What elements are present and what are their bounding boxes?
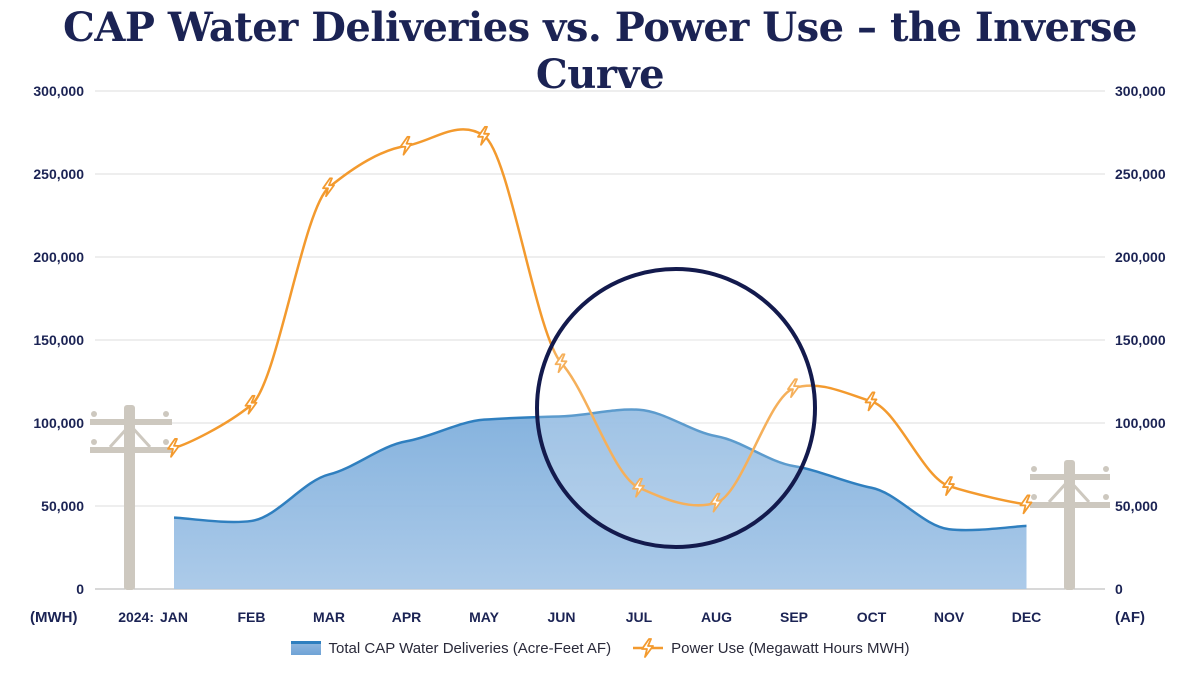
power-point-bolt-icon <box>477 125 490 146</box>
y-tick-right: 200,000 <box>1115 249 1166 265</box>
x-tick-label: MAY <box>469 609 499 625</box>
chart-title: CAP Water Deliveries vs. Power Use – the… <box>63 4 1137 98</box>
x-tick-label: SEP <box>780 609 808 625</box>
left-axis-unit-label: (MWH) <box>30 609 77 626</box>
y-tick-right: 50,000 <box>1115 498 1158 514</box>
y-tick-right: 300,000 <box>1115 83 1166 99</box>
x-tick-label: JAN <box>160 609 188 625</box>
water-swatch-icon <box>290 641 321 655</box>
y-tick-left: 300,000 <box>33 83 84 99</box>
power-point-bolt-icon <box>864 391 878 412</box>
legend: Total CAP Water Deliveries (Acre-Feet AF… <box>0 638 1200 658</box>
x-year-prefix: 2024: <box>118 609 154 625</box>
legend-water-label: Total CAP Water Deliveries (Acre-Feet AF… <box>328 639 612 657</box>
y-tick-right: 250,000 <box>1115 166 1166 182</box>
x-tick-label: APR <box>392 609 422 625</box>
right-axis-unit-label: (AF) <box>1115 609 1145 626</box>
power-series <box>167 125 1033 515</box>
y-tick-left: 200,000 <box>33 249 84 265</box>
y-tick-right: 0 <box>1115 581 1123 597</box>
x-tick-label: OCT <box>857 609 887 625</box>
y-tick-left: 150,000 <box>33 332 84 348</box>
x-tick-label: JUN <box>547 609 575 625</box>
water-area-line <box>173 408 1027 532</box>
x-tick-label: NOV <box>934 609 965 625</box>
power-pole-left-icon <box>90 405 172 590</box>
water-area-fill <box>174 409 1027 589</box>
x-tick-label: FEB <box>238 609 266 625</box>
y-tick-left: 50,000 <box>41 498 84 514</box>
legend-item-power[interactable]: Power Use (Megawatt Hours MWH) <box>633 638 909 658</box>
y-tick-left: 100,000 <box>33 415 84 431</box>
power-point-bolt-icon <box>1019 494 1033 515</box>
x-tick-label: MAR <box>313 609 345 625</box>
power-pole-right-icon <box>1030 460 1110 590</box>
y-tick-left: 0 <box>76 581 84 597</box>
y-tick-right: 150,000 <box>1115 332 1166 348</box>
legend-power-label: Power Use (Megawatt Hours MWH) <box>671 639 910 657</box>
x-tick-label: DEC <box>1012 609 1042 625</box>
y-tick-right: 100,000 <box>1115 415 1166 431</box>
power-point-bolt-icon <box>399 135 413 156</box>
power-point-bolt-icon <box>167 437 180 458</box>
highlight-circle <box>535 267 817 549</box>
x-tick-label: JUL <box>626 609 653 625</box>
lightning-bolt-icon <box>633 638 664 658</box>
legend-item-water[interactable]: Total CAP Water Deliveries (Acre-Feet AF… <box>290 639 612 657</box>
power-point-bolt-icon <box>942 476 955 496</box>
x-tick-label: AUG <box>701 609 732 625</box>
y-tick-left: 250,000 <box>33 166 84 182</box>
water-series <box>173 408 1027 589</box>
power-point-bolt-icon <box>244 394 258 415</box>
